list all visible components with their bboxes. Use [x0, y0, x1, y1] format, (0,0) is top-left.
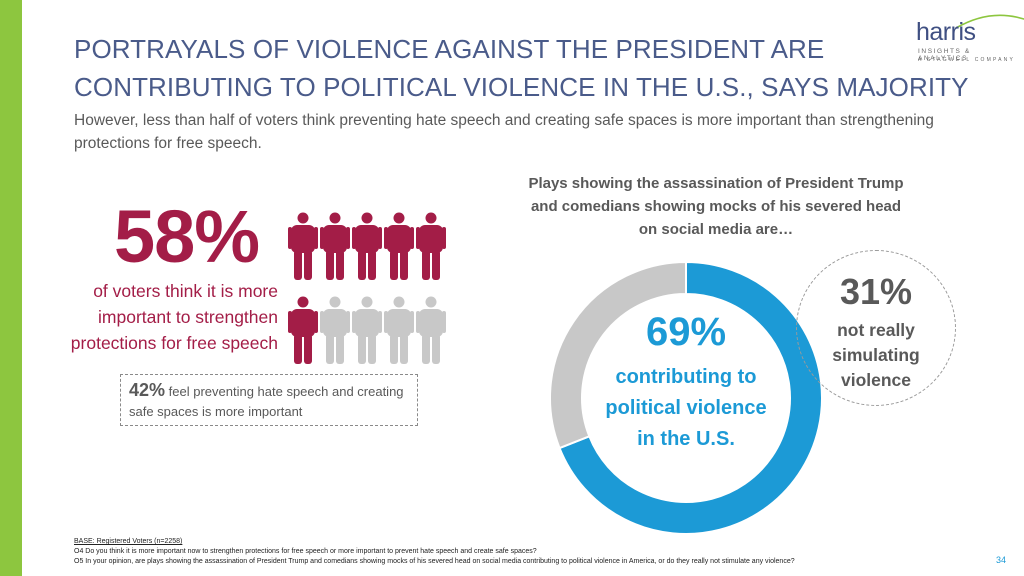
person-icon-gray: [352, 296, 382, 364]
logo-tagline: INSIGHTS & ANALYTICS: [918, 48, 971, 62]
hate-speech-text: feel preventing hate speech and creating…: [129, 384, 404, 419]
free-speech-description: of voters think it is more important to …: [70, 281, 278, 353]
hate-speech-stat-box: 42% feel preventing hate speech and crea…: [120, 374, 418, 426]
footer-base: BASE: Registered Voters (n=2258): [74, 538, 183, 545]
logo-arc-icon: [955, 14, 1024, 29]
page-subtitle: However, less than half of voters think …: [74, 112, 934, 152]
contributing-percent: 69%: [645, 310, 727, 354]
person-icon-highlighted: [384, 212, 414, 280]
person-icon-gray: [384, 296, 414, 364]
donut-slice-not-simulating: [549, 260, 687, 450]
page-number: 34: [996, 555, 1007, 565]
people-pictograph: [288, 212, 448, 372]
footer-notes: BASE: Registered Voters (n=2258) O4 Do y…: [74, 537, 974, 567]
person-icon-highlighted: [416, 212, 446, 280]
not-simulating-percent: 31%: [839, 271, 913, 312]
person-icon-highlighted: [288, 296, 318, 364]
title-line-2: CONTRIBUTING TO POLITICAL VIOLENCE IN TH…: [74, 72, 969, 102]
not-simulating-label: not really simulating violence: [832, 320, 920, 390]
harris-logo: harris INSIGHTS & ANALYTICS A STAGWELL C…: [912, 10, 1024, 63]
free-speech-percent: 58%: [114, 195, 260, 278]
person-icon-highlighted: [288, 212, 318, 280]
logo-company: A STAGWELL COMPANY: [918, 57, 1016, 63]
logo-word: harris: [916, 18, 976, 46]
contributing-label: contributing to political violence in th…: [605, 366, 767, 450]
accent-bar: [0, 0, 22, 576]
title-line-1: PORTRAYALS OF VIOLENCE AGAINST THE PRESI…: [74, 34, 825, 64]
person-icon-highlighted: [320, 212, 350, 280]
hate-speech-percent: 42%: [129, 380, 166, 400]
footer-q5: O5 In your opinion, are plays showing th…: [74, 558, 795, 565]
chart-question: Plays showing the assassination of Presi…: [528, 175, 904, 238]
page-title: PORTRAYALS OF VIOLENCE AGAINST THE PRESI…: [74, 30, 974, 106]
footer-q4: O4 Do you think it is more important now…: [74, 548, 537, 555]
person-icon-gray: [416, 296, 446, 364]
person-icon-highlighted: [352, 212, 382, 280]
person-icon-gray: [320, 296, 350, 364]
callout-circle: [796, 250, 956, 406]
